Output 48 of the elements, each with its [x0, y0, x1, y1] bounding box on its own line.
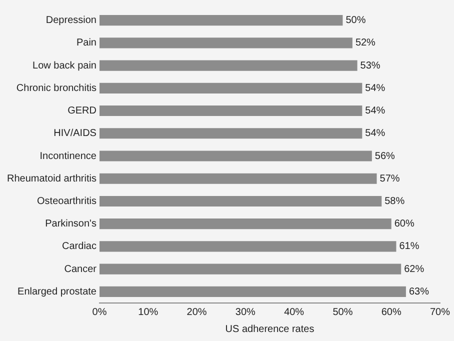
- bar: [99, 241, 396, 252]
- bar: [99, 150, 372, 162]
- y-tick-label: GERD: [68, 106, 96, 117]
- x-tick-label: 40%: [284, 306, 304, 318]
- bar: [99, 105, 362, 116]
- y-tick-label: Rheumatoid arthritis: [7, 173, 96, 184]
- data-label: 63%: [408, 286, 430, 298]
- y-tick-label: Cardiac: [62, 241, 96, 252]
- y-tick-label: Chronic bronchitis: [16, 82, 96, 94]
- y-tick-label: Depression: [46, 15, 96, 26]
- x-tick-label: 50%: [332, 306, 353, 318]
- bar: [99, 196, 382, 207]
- data-label: 54%: [365, 128, 386, 140]
- data-label: 60%: [394, 218, 414, 230]
- bar: [99, 82, 362, 94]
- data-label: 54%: [365, 106, 386, 117]
- y-tick-label: Enlarged prostate: [18, 286, 97, 298]
- y-tick-label: Osteoarthritis: [37, 196, 96, 207]
- x-tick-label: 10%: [138, 306, 158, 318]
- data-label: 57%: [380, 173, 400, 184]
- y-tick-label: HIV/AIDS: [54, 128, 97, 140]
- x-tick-label: 20%: [186, 306, 207, 318]
- data-label: 62%: [404, 264, 424, 275]
- x-tick-label: 0%: [92, 306, 107, 318]
- data-label: 53%: [360, 60, 380, 72]
- y-tick-label: Incontinence: [40, 150, 97, 162]
- data-label: 50%: [346, 15, 366, 26]
- bar: [99, 60, 358, 71]
- bar: [99, 286, 406, 297]
- x-tick-label: 70%: [430, 306, 450, 318]
- x-tick-label: 30%: [235, 306, 256, 318]
- bar: [99, 15, 343, 26]
- data-label: 52%: [355, 38, 376, 49]
- bar: [99, 218, 392, 230]
- bar: [99, 173, 377, 184]
- bar: [99, 264, 402, 274]
- x-tick-label: 60%: [381, 306, 402, 318]
- bar: [99, 38, 352, 48]
- y-tick-label: Pain: [76, 38, 96, 49]
- data-label: 58%: [384, 196, 405, 207]
- x-axis-title: US adherence rates: [225, 324, 314, 335]
- data-label: 56%: [374, 150, 396, 162]
- y-tick-label: Parkinson's: [45, 218, 96, 230]
- data-label: 54%: [365, 82, 386, 94]
- y-tick-label: Low back pain: [32, 60, 96, 72]
- y-tick-label: Cancer: [64, 264, 98, 275]
- bar: [99, 128, 362, 139]
- data-label: 61%: [399, 241, 420, 252]
